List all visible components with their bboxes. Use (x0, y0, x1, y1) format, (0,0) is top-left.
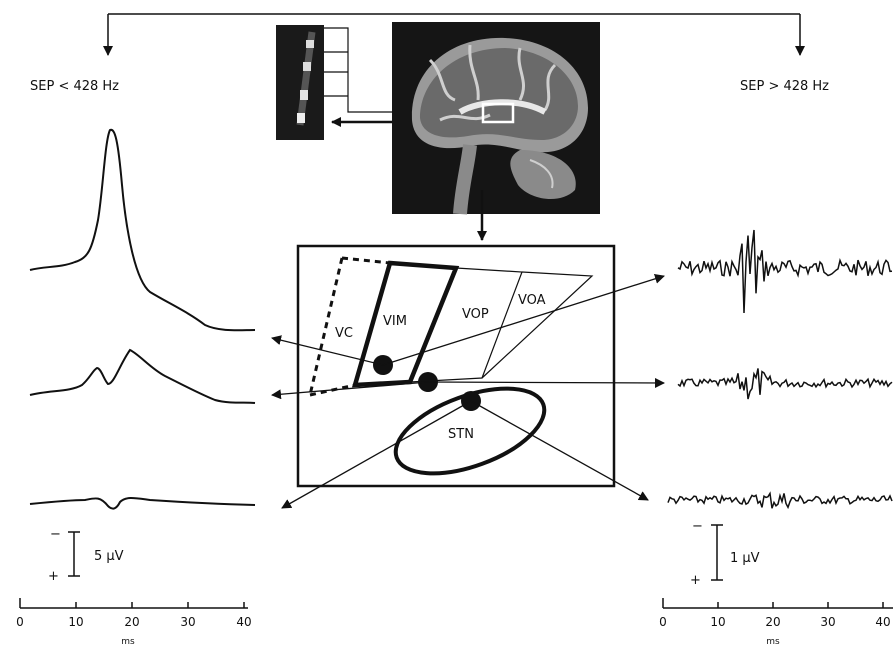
left-axis-unit: ms (121, 637, 135, 647)
left-polarity-plus: + (48, 569, 59, 584)
left-polarity-minus: − (50, 527, 61, 542)
schematic-frame (296, 244, 616, 488)
vop-label: VOP (462, 307, 489, 322)
electrode-contact-bracket (324, 27, 430, 113)
left-axis-tick-20: 20 (124, 615, 139, 629)
right-polarity-plus: + (690, 573, 701, 588)
stn-label: STN (448, 427, 474, 442)
mri-sagittal-image (392, 22, 600, 215)
right-axis-unit: ms (766, 637, 780, 647)
left-scale-label: 5 µV (94, 549, 124, 564)
right-axis-tick-0: 0 (659, 615, 667, 629)
right-axis-tick-20: 20 (765, 615, 780, 629)
left-axis-tick-10: 10 (68, 615, 83, 629)
voa-nucleus-outline (481, 271, 594, 379)
left-panel-title: SEP < 428 Hz (30, 79, 119, 94)
right-polarity-minus: − (692, 519, 703, 534)
right-axis-tick-30: 30 (820, 615, 835, 629)
left-voltage-scale-bar (68, 531, 80, 577)
site-arrows (271, 273, 665, 509)
right-trace-border (677, 368, 893, 400)
right-voltage-scale-bar (711, 524, 723, 581)
left-trace-stn (29, 497, 256, 510)
left-sep-traces (29, 128, 256, 510)
left-axis-tick-40: 40 (236, 615, 251, 629)
right-time-axis: 0 10 20 30 40 ms (659, 598, 893, 647)
left-time-axis: 0 10 20 30 40 ms (16, 598, 252, 647)
right-sep-traces (667, 229, 893, 510)
left-axis-tick-30: 30 (180, 615, 195, 629)
stn-nucleus-outline (393, 386, 547, 476)
vc-label: VC (335, 326, 353, 341)
right-panel-title: SEP > 428 Hz (740, 79, 829, 94)
thalamus-schematic: VC VIM VOP VOA STN (296, 244, 616, 488)
vop-nucleus-outline (409, 267, 523, 383)
voa-label: VOA (518, 293, 546, 308)
right-trace-stn (667, 491, 893, 510)
vim-label: VIM (383, 314, 407, 329)
right-scale-label: 1 µV (730, 551, 760, 566)
electrode-image (276, 25, 324, 140)
right-axis-tick-40: 40 (875, 615, 890, 629)
right-axis-tick-10: 10 (710, 615, 725, 629)
right-trace-vim (677, 229, 893, 314)
left-trace-vim (29, 128, 256, 332)
top-split-arrows (103, 13, 805, 56)
left-trace-border (29, 348, 256, 404)
left-axis-tick-0: 0 (16, 615, 24, 629)
